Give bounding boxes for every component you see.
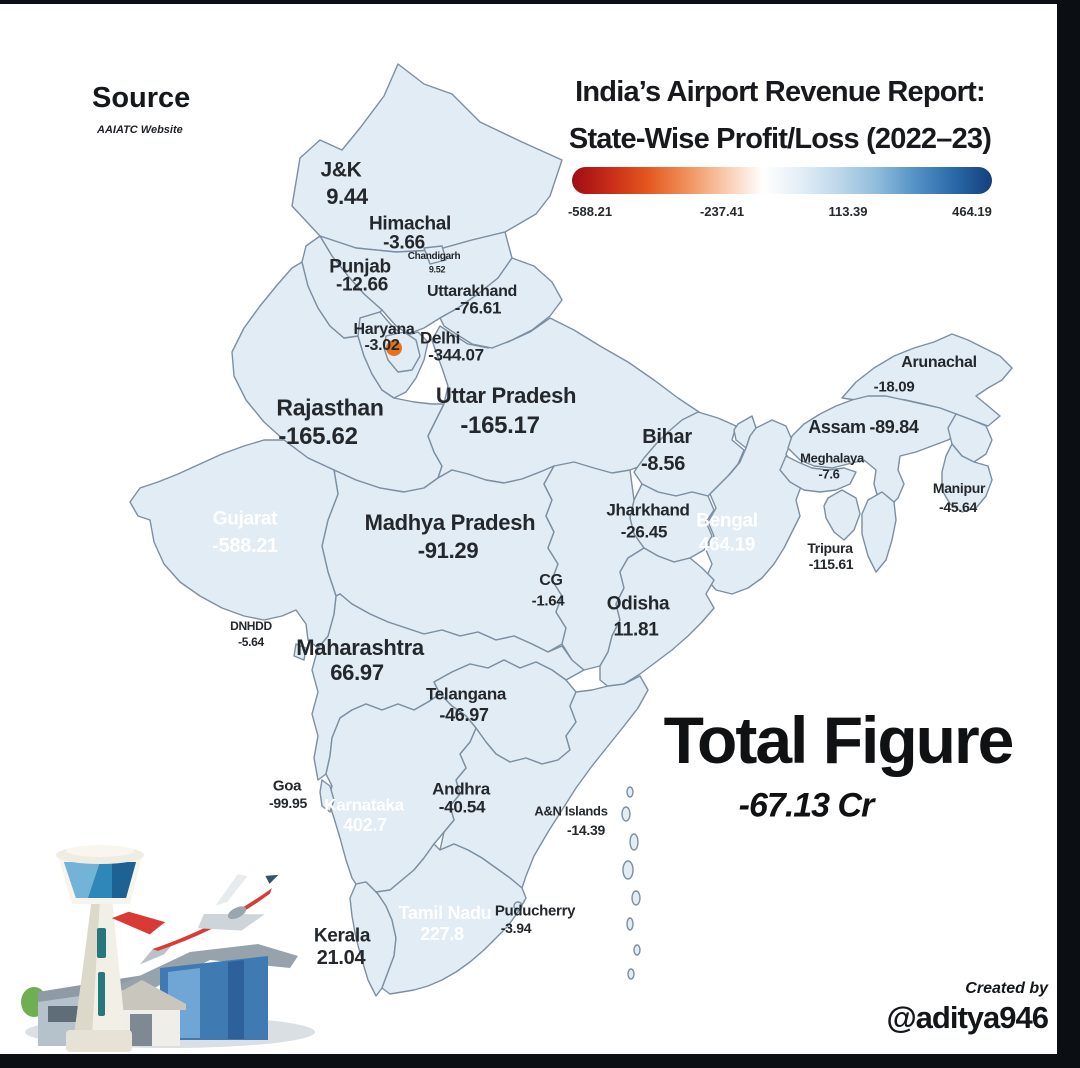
state-name-delhi: Delhi <box>419 328 461 348</box>
state-shape-dnhdd <box>293 643 307 661</box>
state-shape-odisha <box>599 547 715 689</box>
state-name-maharashtra: Maharashtra <box>296 635 424 660</box>
state-shape-chandigarh <box>423 245 447 265</box>
state-shape-gujarat <box>129 439 339 649</box>
state-name-arunachal: Arunachal <box>901 354 977 371</box>
state-value-maharashtra: 66.97 <box>330 660 384 685</box>
legend-gradient-bar <box>572 167 992 194</box>
state-value-telangana: -46.97 <box>439 705 489 725</box>
state-value-delhi: -344.07 <box>428 345 484 365</box>
state-value-himachal: -3.66 <box>383 232 425 254</box>
state-name-rajasthan: Rajasthan <box>276 394 384 421</box>
state-name-jharkhand: Jharkhand <box>606 500 690 520</box>
state-shape-uttarakhand <box>439 257 563 349</box>
state-name-haryana: Haryana <box>353 321 415 338</box>
state-name-gujarat: Gujarat <box>212 508 278 530</box>
credit-block: Created by @aditya946 <box>886 980 1049 1036</box>
state-name-odisha: Odisha <box>606 593 670 615</box>
state-value-manipur: -45.64 <box>939 499 977 515</box>
state-name-punjab: Punjab <box>329 256 391 278</box>
state-name-tripura: Tripura <box>807 540 853 556</box>
state-name-dnhdd: DNHDD <box>230 619 272 633</box>
state-value-rajasthan: -165.62 <box>278 423 358 450</box>
state-name-mp: Madhya Pradesh <box>364 510 536 535</box>
state-value-punjab: -12.66 <box>335 274 389 296</box>
state-shape-tripura <box>823 489 861 541</box>
state-value-andhra: -40.54 <box>438 797 486 817</box>
state-value-assam: -89.84 <box>869 417 919 437</box>
state-value-tripura: -115.61 <box>808 556 854 572</box>
state-value-jharkhand: -26.45 <box>620 522 668 542</box>
state-name-an: A&N Islands <box>534 803 608 819</box>
page-title: India’s Airport Revenue Report: State-Wi… <box>545 76 1015 156</box>
state-shape-puducherry <box>513 901 523 911</box>
state-name-bihar: Bihar <box>642 426 692 448</box>
title-line-2: State-Wise Profit/Loss (2022–23) <box>568 123 992 155</box>
an-islands-chain <box>621 786 641 980</box>
state-value-kerala: 21.04 <box>316 947 366 969</box>
state-name-telangana: Telangana <box>425 684 507 704</box>
state-value-odisha: 11.81 <box>613 619 659 641</box>
state-value-tamilnadu: 227.8 <box>420 924 464 944</box>
state-name-kerala: Kerala <box>313 925 371 947</box>
state-name-chandigarh: Chandigarh <box>407 251 461 262</box>
delhi-dot <box>386 340 402 356</box>
credit-created-by: Created by <box>965 980 1048 997</box>
state-shape-mizoram <box>861 491 897 573</box>
state-value-up: -165.17 <box>460 412 540 439</box>
state-value-cg: -1.64 <box>531 592 565 610</box>
total-figure-value: -67.13 Cr <box>738 786 875 825</box>
state-value-mp: -91.29 <box>417 538 479 563</box>
state-shape-meghalaya <box>779 455 857 493</box>
state-value-bihar: -8.56 <box>640 453 686 475</box>
state-name-jk: J&K <box>320 158 362 182</box>
state-shape-manipur <box>941 443 993 513</box>
legend-tick-min: -588.21 <box>567 204 613 219</box>
state-value-jk: 9.44 <box>326 184 368 209</box>
state-name-andhra: Andhra <box>432 779 490 799</box>
state-name-bengal: Bengal <box>696 510 758 532</box>
state-shape-karnataka <box>325 693 477 893</box>
state-shape-assam <box>787 395 973 509</box>
title-line-1: India’s Airport Revenue Report: <box>575 76 986 108</box>
total-figure-heading: Total Figure <box>663 703 1015 777</box>
state-value-an: -14.39 <box>567 822 605 838</box>
state-value-meghalaya: -7.6 <box>818 466 840 482</box>
state-value-bengal: 464.19 <box>698 534 756 556</box>
state-name-up: Uttar Pradesh <box>435 383 577 408</box>
state-name-meghalaya: Meghalaya <box>800 450 864 466</box>
state-name-tamilnadu: Tamil Nadu <box>398 903 492 923</box>
source-name: AAIATC Website <box>97 124 183 136</box>
state-name-karnataka: Karnataka <box>324 795 404 815</box>
state-name-puducherry: Puducherry <box>494 902 576 920</box>
state-shape-goa <box>319 779 335 813</box>
state-value-karnataka: 402.7 <box>343 815 387 835</box>
state-name-uttarakhand: Uttarakhand <box>426 283 518 300</box>
credit-handle: @aditya946 <box>886 1000 1049 1035</box>
state-value-dnhdd: -5.64 <box>238 635 264 649</box>
state-name-goa: Goa <box>272 777 302 795</box>
state-value-haryana: -3.02 <box>364 337 400 354</box>
state-value-gujarat: -588.21 <box>212 535 278 557</box>
state-value-chandigarh: 9.52 <box>428 264 446 275</box>
state-value-uttarakhand: -76.61 <box>454 298 502 318</box>
source-heading: Source <box>92 82 191 114</box>
state-name-himachal: Himachal <box>368 213 452 235</box>
legend-tick-high: 113.39 <box>828 204 868 219</box>
state-value-puducherry: -3.94 <box>500 920 532 936</box>
state-shape-nagaland <box>947 413 993 463</box>
state-value-arunachal: -18.09 <box>873 378 915 396</box>
airport-illustration <box>21 845 315 1052</box>
state-name-assam: Assam <box>808 417 866 437</box>
state-shape-tamil-nadu <box>375 843 527 995</box>
legend-tick-max: 464.19 <box>952 204 992 219</box>
state-value-goa: -99.95 <box>269 795 307 811</box>
state-name-manipur: Manipur <box>932 480 986 496</box>
legend-tick-low: -237.41 <box>699 204 745 219</box>
airplane-icon <box>111 874 282 965</box>
state-name-cg: CG <box>539 572 563 589</box>
